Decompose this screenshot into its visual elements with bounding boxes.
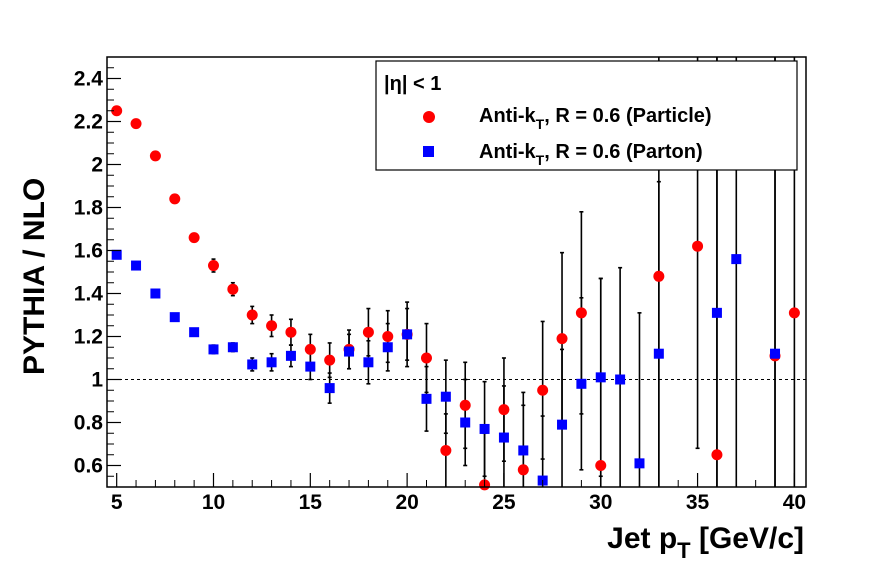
data-point-parton — [305, 361, 316, 372]
y-tick-label: 1.4 — [74, 283, 104, 306]
y-tick-label: 2.4 — [74, 68, 104, 91]
data-point-particle — [556, 333, 568, 345]
data-point-parton — [344, 346, 355, 357]
data-point-particle — [246, 309, 258, 321]
data-point-parton — [227, 342, 238, 353]
x-tick-label: 5 — [111, 491, 123, 514]
x-tick-label: 10 — [202, 491, 225, 514]
data-point-particle — [227, 283, 239, 295]
data-point-particle — [362, 326, 374, 338]
data-point-particle — [130, 118, 142, 130]
data-point-parton — [460, 417, 471, 428]
y-tick-label: 0.8 — [74, 412, 104, 435]
y-tick-label: 1 — [91, 369, 103, 392]
axis-ticks — [107, 56, 795, 488]
x-tick-label: 20 — [395, 491, 418, 514]
data-point-particle — [595, 460, 607, 471]
data-point-particle — [692, 240, 704, 252]
data-point-parton — [421, 393, 432, 404]
data-point-parton — [770, 348, 781, 359]
data-point-particle — [459, 399, 471, 411]
data-point-particle — [420, 352, 432, 364]
data-point-parton — [498, 432, 509, 443]
data-point-parton — [266, 357, 277, 368]
tick-labels: 5 10 15 20 25 30 35 40 0.6 0.8 1 1.2 1.4 1.6 1.8 2 2.2 2.… — [74, 68, 806, 515]
legend-box — [375, 60, 798, 171]
data-point-parton — [440, 391, 451, 402]
x-tick-label: 25 — [492, 491, 516, 514]
data-point-parton — [557, 419, 568, 430]
data-point-parton — [615, 374, 626, 385]
data-point-particle — [304, 343, 316, 355]
data-point-particle — [207, 260, 219, 272]
data-point-particle — [440, 444, 452, 456]
data-point-particle — [517, 464, 529, 476]
y-axis-title: PYTHIA / NLO — [18, 178, 51, 375]
data-point-parton — [402, 329, 413, 340]
data-point-parton — [131, 260, 142, 271]
data-point-parton — [285, 350, 296, 361]
y-tick-label: 1.2 — [74, 326, 103, 349]
data-point-parton — [208, 344, 219, 355]
data-point-parton — [711, 307, 722, 318]
x-axis-title: Jet pT [GeV/c] — [607, 522, 804, 563]
y-tick-label: 1.6 — [74, 240, 103, 263]
data-point-parton — [363, 357, 374, 368]
data-point-particle — [711, 449, 723, 461]
data-point-parton — [634, 458, 645, 469]
data-point-particle — [382, 331, 394, 342]
y-tick-label: 2.2 — [74, 111, 103, 134]
legend-entry-particle: Anti-kT, R = 0.6 (Particle) — [479, 105, 712, 132]
data-point-parton — [169, 312, 180, 323]
data-point-parton — [247, 359, 258, 370]
data-point-particle — [285, 326, 297, 338]
data-point-particle — [575, 307, 587, 319]
legend: |η| < 1 Anti-kT, R = 0.6 (Particle) Anti… — [375, 60, 798, 171]
data-point-parton — [576, 378, 587, 389]
legend-marker-parton — [423, 146, 434, 157]
legend-entry-parton: Anti-kT, R = 0.6 (Parton) — [479, 141, 703, 168]
data-point-particle — [149, 150, 161, 162]
data-point-particle — [111, 105, 123, 117]
data-point-particle — [537, 384, 549, 396]
data-point-particle — [188, 232, 200, 244]
x-tick-label: 30 — [589, 491, 612, 514]
data-point-parton — [111, 249, 122, 260]
data-point-parton — [731, 254, 742, 265]
y-tick-label: 2 — [91, 154, 103, 177]
x-tick-label: 15 — [299, 491, 323, 514]
data-point-parton — [150, 288, 161, 299]
data-point-particle — [266, 320, 278, 332]
data-point-parton — [595, 372, 606, 383]
legend-marker-particle — [423, 111, 435, 123]
data-point-particle — [498, 404, 510, 416]
y-tick-label: 0.6 — [74, 455, 103, 478]
data-point-parton — [189, 327, 200, 338]
data-point-particle — [169, 193, 181, 205]
data-point-parton — [324, 383, 335, 394]
data-point-particle — [788, 307, 800, 319]
x-tick-label: 35 — [686, 491, 710, 514]
legend-header: |η| < 1 — [384, 73, 441, 95]
y-tick-label: 1.8 — [74, 197, 104, 220]
data-point-particle — [324, 354, 336, 366]
data-point-parton — [479, 423, 490, 434]
data-point-parton — [653, 348, 664, 359]
x-tick-label: 40 — [783, 491, 806, 514]
data-point-parton — [382, 342, 393, 353]
data-markers — [111, 105, 800, 491]
data-point-parton — [518, 445, 529, 456]
data-point-particle — [653, 270, 665, 282]
